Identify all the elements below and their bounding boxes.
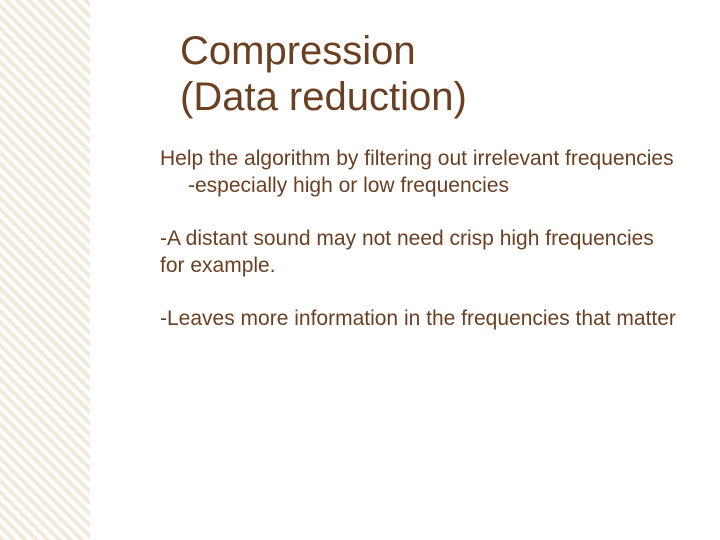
slide-title: Compression (Data reduction)	[180, 28, 680, 120]
slide-content: Compression (Data reduction) Help the al…	[160, 28, 680, 358]
decorative-sidebar	[0, 0, 90, 540]
paragraph-3: -Leaves more information in the frequenc…	[160, 306, 680, 333]
title-line-1: Compression	[180, 29, 416, 73]
paragraph-1-main: Help the algorithm by filtering out irre…	[160, 147, 674, 170]
paragraph-1-indent: -especially high or low frequencies	[188, 173, 680, 200]
paragraph-1: Help the algorithm by filtering out irre…	[160, 146, 680, 200]
title-line-2: (Data reduction)	[180, 75, 467, 119]
paragraph-2: -A distant sound may not need crisp high…	[160, 226, 680, 280]
